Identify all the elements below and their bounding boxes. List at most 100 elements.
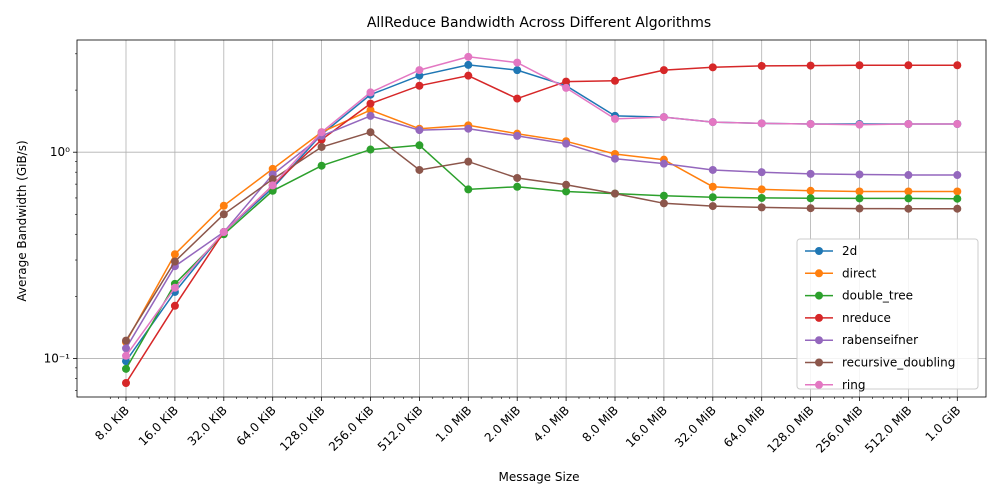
data-point-nreduce [708,63,717,72]
legend-marker [815,380,823,389]
data-point-nreduce [659,66,668,75]
data-point-recursive_doubling [953,204,962,213]
data-point-nreduce [904,61,913,70]
series-ring [122,52,962,360]
data-point-nreduce [562,77,571,86]
data-point-direct [855,187,864,196]
y-tick-label: 10⁰ [50,145,70,159]
data-point-recursive_doubling [317,142,326,151]
data-point-recursive_doubling [268,175,277,184]
data-point-direct [904,187,913,196]
data-point-rabenseifner [415,126,424,135]
data-point-ring [562,83,571,92]
data-point-rabenseifner [562,139,571,148]
legend-marker [815,247,823,255]
data-point-2d [415,71,424,80]
data-point-double_tree [757,193,766,202]
data-point-double_tree [122,364,130,373]
data-point-double_tree [953,194,962,203]
legend-marker [815,291,823,300]
data-point-ring [757,119,766,128]
legend-marker [815,313,823,322]
data-point-recursive_doubling [659,199,668,208]
data-point-nreduce [953,61,962,70]
data-point-recursive_doubling [611,189,619,198]
data-point-rabenseifner [122,344,130,353]
chart-title: AllReduce Bandwidth Across Different Alg… [367,15,711,31]
legend-label: recursive_doubling [842,356,955,370]
data-point-nreduce [806,61,815,70]
legend-item-nreduce: nreduce [805,311,891,325]
legend-box [796,238,979,390]
data-point-ring [708,118,717,127]
data-point-ring [806,120,815,129]
data-point-nreduce [366,99,375,108]
y-axis-ticks: 10⁻¹ 10⁰ [44,145,77,365]
data-point-2d [513,66,522,75]
series-line-recursive_doubling [125,131,958,341]
data-point-direct [170,250,179,259]
legend-item-rabenseifner: rabenseifner [805,333,918,347]
data-point-recursive_doubling [219,210,228,219]
data-point-recursive_doubling [366,128,375,137]
data-point-double_tree [513,182,522,191]
data-point-direct [953,187,962,196]
legend-item-double_tree: double_tree [805,289,913,303]
data-point-recursive_doubling [415,165,424,174]
data-point-recursive_doubling [806,204,815,213]
series-rabenseifner [122,111,962,353]
y-tick-label: 10⁻¹ [44,351,71,365]
data-point-rabenseifner [659,159,668,168]
legend-label: 2d [842,244,857,258]
data-point-ring [415,66,424,75]
data-point-ring [464,52,473,61]
legend-label: ring [842,378,866,392]
legend-marker [815,336,823,345]
data-point-2d [464,60,473,69]
data-point-recursive_doubling [170,257,179,266]
data-point-double_tree [317,161,326,170]
data-point-rabenseifner [611,154,619,163]
data-point-nreduce [464,71,473,80]
plot-area-frame [76,39,987,398]
data-point-recursive_doubling [122,336,130,345]
data-point-ring [366,88,375,97]
data-point-nreduce [170,301,179,310]
data-point-rabenseifner [513,131,522,140]
data-point-rabenseifner [757,168,766,177]
data-point-ring [513,58,522,67]
data-point-rabenseifner [904,171,913,180]
data-point-double_tree [464,185,473,194]
data-point-direct [366,106,375,115]
data-point-ring [659,113,668,122]
data-point-rabenseifner [953,171,962,180]
data-point-double_tree [904,194,913,203]
series-line-rabenseifner [125,115,958,349]
data-point-ring [170,283,179,292]
legend-item-ring: ring [805,378,866,392]
data-point-recursive_doubling [904,204,913,213]
data-point-double_tree [366,145,375,154]
legend-item-recursive_doubling: recursive_doubling [805,356,955,370]
data-point-nreduce [122,378,130,387]
data-point-double_tree [415,141,424,150]
data-point-recursive_doubling [513,173,522,182]
legend-item-direct: direct [805,266,877,280]
data-point-direct [757,185,766,194]
series-line-ring [125,56,958,357]
legend-label: nreduce [842,311,891,325]
data-point-nreduce [415,81,424,90]
data-point-ring [904,120,913,129]
data-point-double_tree [806,194,815,203]
legend-marker [815,269,823,278]
legend-label: direct [842,266,877,280]
data-point-recursive_doubling [464,157,473,166]
data-point-double_tree [708,193,717,202]
data-point-rabenseifner [806,169,815,178]
data-point-recursive_doubling [855,204,864,213]
data-point-ring [122,351,130,360]
data-point-recursive_doubling [757,203,766,212]
data-point-rabenseifner [708,165,717,174]
data-point-direct [219,201,228,210]
